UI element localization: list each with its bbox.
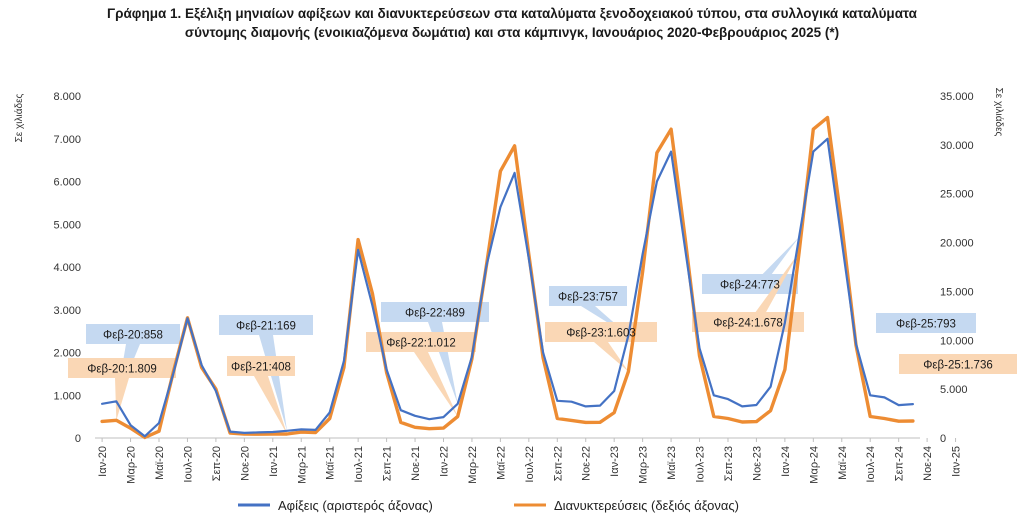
arrivals-line [101, 137, 914, 438]
callout-box [381, 302, 489, 322]
y-right-tick-label: 20.000 [940, 238, 974, 250]
y-left-tick-label: 1.000 [53, 390, 81, 402]
axes-group: 0 1.000 2.000 3.000 4.000 5.000 6.000 7.000 8.00… [13, 88, 1005, 484]
y-right-tick-label: 10.000 [940, 335, 974, 347]
x-tick-label: Ιαν-25 [951, 446, 963, 477]
callout-label: Φεβ-20:1.809 [87, 364, 157, 376]
callout-box [876, 313, 976, 333]
callout-label: Φεβ-20:858 [103, 330, 163, 342]
y-left-tick-label: 3.000 [53, 305, 81, 317]
y-left-tick-label: 4.000 [53, 262, 81, 274]
x-tick-label: Μαρ-21 [296, 446, 308, 484]
y-right-tick-label: 30.000 [940, 140, 974, 152]
x-tick-label: Μαϊ-22 [495, 446, 507, 480]
callout-pointer [414, 352, 458, 417]
callout-box [366, 332, 476, 352]
y-left-tick-label: 0 [75, 433, 81, 445]
callout-box [899, 354, 1017, 374]
callouts-group [68, 237, 1017, 435]
callout-pointer [254, 376, 288, 435]
y-left-tick-label: 5.000 [53, 219, 81, 231]
x-tick-label: Μαρ-22 [467, 446, 479, 484]
callout-label: Φεβ-24:773 [720, 280, 780, 292]
y-right-tick-label: 35.000 [940, 91, 974, 103]
callout-box [227, 356, 295, 376]
x-tick-label: Σεπ-23 [723, 446, 735, 481]
callout-label: Φεβ-22:1.012 [386, 338, 456, 350]
x-tick-label: Μαρ-23 [638, 446, 650, 484]
y-left-tick-label: 6.000 [53, 177, 81, 189]
y-left-tick-label: 7.000 [53, 134, 81, 146]
x-tick-label: Ιαν-21 [268, 446, 280, 477]
x-tick-label: Νοε-20 [239, 446, 251, 481]
y-right-axis-label: Σε χιλιάδες [993, 88, 1005, 137]
callout-pointer [741, 252, 800, 332]
callout-pointer [581, 306, 629, 336]
x-tick-label: Μαϊ-23 [666, 446, 678, 480]
x-tick-label: Ιουλ-21 [353, 446, 365, 483]
x-tick-label: Σεπ-20 [211, 446, 223, 481]
x-tick-label: Μαρ-24 [808, 446, 820, 484]
chart-title-line1: Γράφημα 1. Εξέλιξη μηνιαίων αφίξεων και … [107, 6, 917, 21]
callout-label: Φεβ-23:1.603 [566, 328, 636, 340]
x-tick-label: Ιαν-20 [97, 446, 109, 477]
chart-title-line2: σύντομης διαμονής (ενοικιαζόμενα δωμάτια… [184, 25, 840, 40]
x-tick-label: Νοε-24 [922, 446, 934, 481]
x-tick-label: Νοε-21 [410, 446, 422, 481]
y-right-tick-label: 5.000 [940, 384, 968, 396]
y-left-axis-label: Σε χιλιάδες [13, 93, 25, 142]
x-tick-label: Μαϊ-24 [837, 446, 849, 480]
x-tick-label: Ιουλ-24 [865, 446, 877, 483]
y-right-tick-label: 25.000 [940, 189, 974, 201]
x-tick-label: Σεπ-22 [552, 446, 564, 481]
x-tick-label: Ιαν-24 [780, 446, 792, 477]
y-right-tick-label: 15.000 [940, 286, 974, 298]
callout-label: Φεβ-25:1.736 [923, 360, 993, 372]
x-tick-label: Ιουλ-20 [182, 446, 194, 483]
chart-title: Γράφημα 1. Εξέλιξη μηνιαίων αφίξεων και … [0, 4, 1024, 42]
x-tick-label: Νοε-23 [751, 446, 763, 481]
callout-label: Φεβ-23:757 [558, 292, 618, 304]
legend-arrivals-label: Αφίξεις (αριστερός άξονας) [278, 498, 433, 513]
callout-label: Φεβ-25:793 [896, 319, 956, 331]
x-tick-label: Ιουλ-23 [695, 446, 707, 483]
x-tick-label: Σεπ-24 [894, 446, 906, 481]
y-left-tick-label: 2.000 [53, 348, 81, 360]
x-tick-label: Σεπ-21 [382, 446, 394, 481]
callout-box [68, 358, 176, 378]
x-tick-label: Μαρ-20 [126, 446, 138, 484]
x-tick-label: Μαϊ-21 [325, 446, 337, 480]
y-right-tick-label: 0 [940, 433, 946, 445]
x-tick-label: Μαϊ-20 [154, 446, 166, 480]
legend-overnight-stays-label: Διανυκτερεύσεις (δεξιός άξονας) [554, 498, 739, 513]
y-left-tick-label: 8.000 [53, 91, 81, 103]
callout-label: Φεβ-22:489 [405, 308, 465, 320]
x-tick-label: Ιουλ-22 [524, 446, 536, 483]
callout-texts-group: Φεβ-20:858 Φεβ-20:1.809 Φεβ-21:169 Φεβ-21:4… [87, 280, 993, 376]
callout-box [692, 312, 804, 332]
callout-pointer [115, 378, 129, 421]
callout-pointer [594, 342, 629, 372]
series-lines-group [100, 115, 915, 440]
x-tick-label: Νοε-22 [581, 446, 593, 481]
callout-pointer [743, 237, 800, 294]
callout-box [219, 315, 313, 335]
legend-group: Αφίξεις (αριστερός άξονας) Διανυκτερεύσει… [238, 498, 739, 513]
overnight-stays-line [100, 115, 915, 440]
x-tick-label: Ιαν-23 [609, 446, 621, 477]
callout-label: Φεβ-24:1.678 [713, 318, 783, 330]
callout-label: Φεβ-21:408 [231, 362, 291, 374]
callout-box [86, 324, 180, 344]
x-tick-label: Ιαν-22 [438, 446, 450, 477]
callout-label: Φεβ-21:169 [236, 321, 296, 333]
callout-box [549, 286, 627, 306]
